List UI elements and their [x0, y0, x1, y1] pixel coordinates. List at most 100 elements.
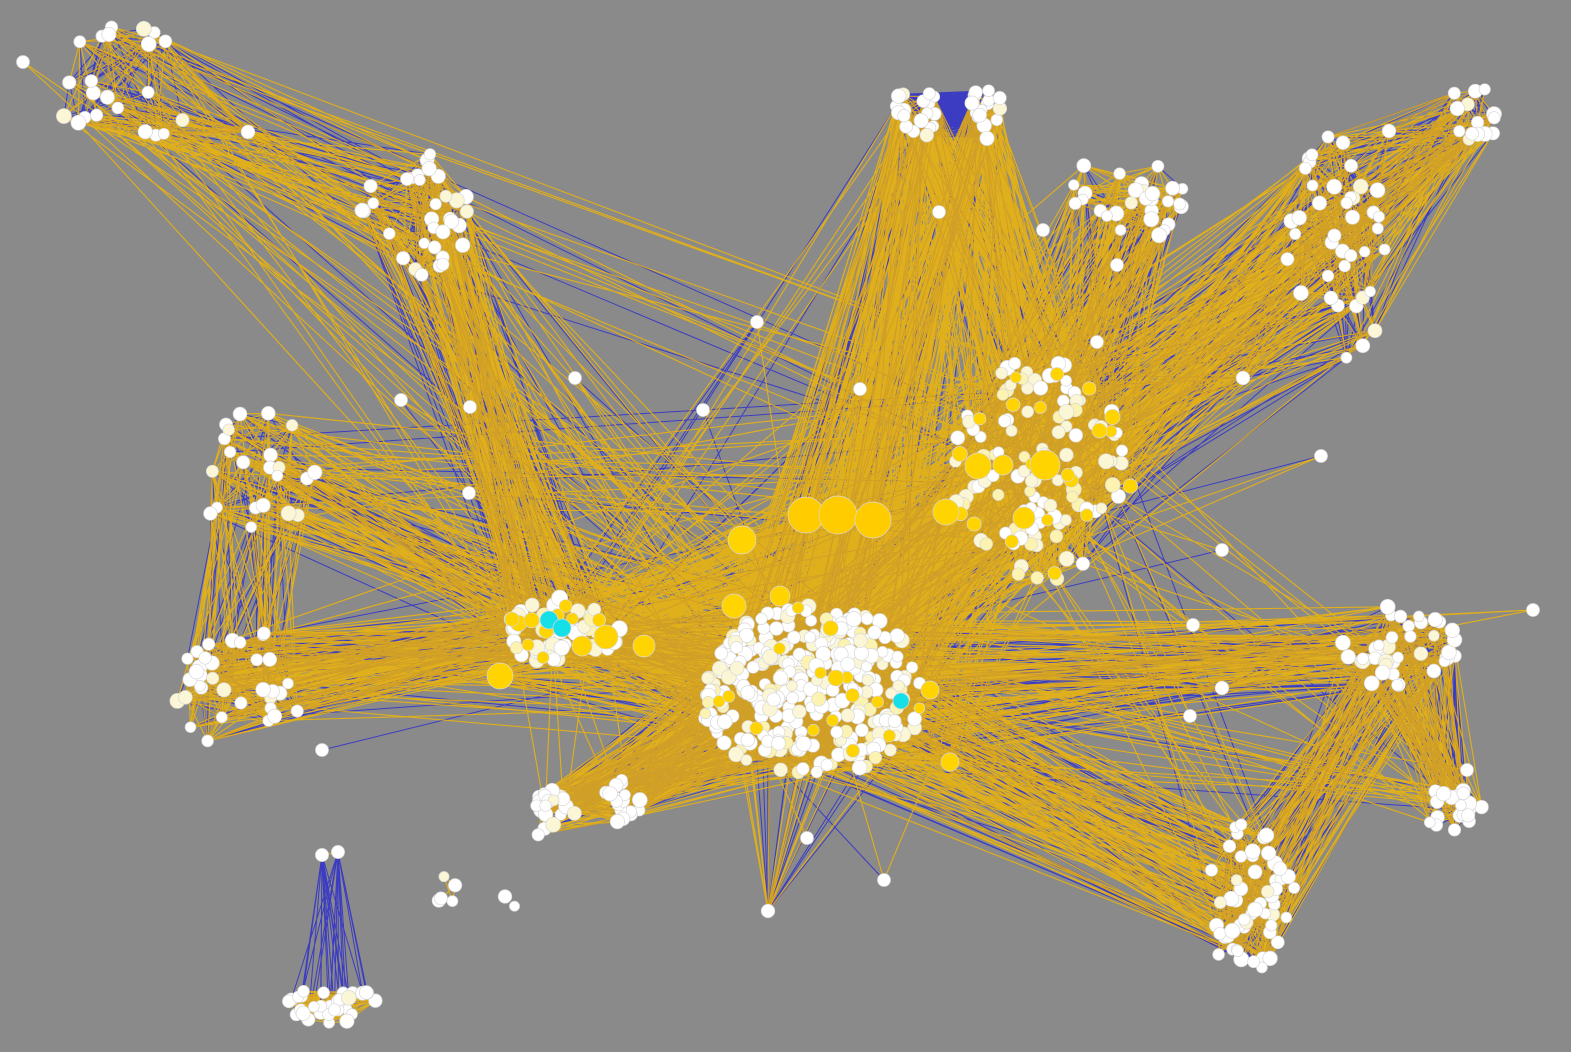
- graph-node[interactable]: [101, 27, 117, 42]
- graph-node[interactable]: [158, 34, 173, 49]
- graph-node[interactable]: [413, 173, 426, 186]
- graph-node[interactable]: [840, 656, 856, 672]
- graph-node[interactable]: [868, 751, 883, 765]
- graph-node[interactable]: [394, 393, 408, 407]
- graph-node-large-yellow[interactable]: [721, 593, 747, 619]
- graph-node[interactable]: [202, 637, 216, 651]
- graph-node[interactable]: [1030, 571, 1044, 585]
- graph-node[interactable]: [889, 628, 905, 644]
- graph-node[interactable]: [1059, 447, 1074, 463]
- graph-node[interactable]: [1453, 125, 1466, 138]
- graph-node[interactable]: [1392, 651, 1404, 664]
- graph-node[interactable]: [1363, 675, 1380, 692]
- graph-node[interactable]: [545, 816, 562, 833]
- graph-node[interactable]: [1047, 566, 1062, 581]
- graph-node[interactable]: [1165, 180, 1180, 196]
- graph-node[interactable]: [198, 651, 212, 665]
- graph-node[interactable]: [1413, 610, 1425, 623]
- graph-node[interactable]: [267, 708, 283, 724]
- graph-node[interactable]: [1060, 514, 1072, 526]
- graph-node[interactable]: [1034, 401, 1047, 414]
- graph-node[interactable]: [1076, 158, 1092, 173]
- graph-node[interactable]: [158, 127, 170, 140]
- graph-node-large-yellow[interactable]: [964, 452, 992, 480]
- graph-node[interactable]: [1101, 210, 1113, 222]
- graph-node[interactable]: [1060, 468, 1075, 482]
- graph-node[interactable]: [215, 711, 228, 724]
- graph-node[interactable]: [257, 626, 271, 641]
- graph-node[interactable]: [1213, 926, 1227, 941]
- graph-node[interactable]: [811, 691, 826, 707]
- graph-node[interactable]: [327, 1003, 341, 1017]
- graph-node[interactable]: [295, 1005, 311, 1021]
- graph-node[interactable]: [1402, 619, 1415, 633]
- graph-node[interactable]: [820, 758, 834, 772]
- graph-node[interactable]: [1050, 367, 1065, 382]
- graph-node[interactable]: [497, 889, 513, 904]
- graph-node[interactable]: [178, 690, 193, 705]
- graph-node[interactable]: [1043, 498, 1058, 513]
- graph-node[interactable]: [728, 746, 744, 763]
- graph-node[interactable]: [1478, 83, 1491, 96]
- graph-node[interactable]: [773, 762, 788, 777]
- graph-node[interactable]: [435, 224, 451, 240]
- graph-node[interactable]: [1456, 786, 1471, 801]
- graph-node[interactable]: [1338, 259, 1351, 273]
- graph-node[interactable]: [1173, 197, 1186, 211]
- graph-node[interactable]: [992, 488, 1005, 501]
- graph-node[interactable]: [1080, 508, 1094, 522]
- graph-node[interactable]: [860, 612, 874, 626]
- graph-node[interactable]: [524, 597, 540, 613]
- graph-node[interactable]: [188, 664, 205, 680]
- graph-node[interactable]: [415, 268, 429, 282]
- graph-node[interactable]: [521, 638, 535, 652]
- graph-node-large-yellow[interactable]: [1029, 449, 1061, 481]
- graph-node[interactable]: [1288, 881, 1301, 894]
- graph-node[interactable]: [1340, 351, 1353, 364]
- graph-node[interactable]: [99, 89, 115, 105]
- graph-node[interactable]: [396, 251, 411, 266]
- graph-node[interactable]: [509, 641, 524, 655]
- graph-node[interactable]: [696, 403, 710, 417]
- graph-node[interactable]: [427, 240, 442, 255]
- graph-node[interactable]: [308, 1001, 320, 1013]
- graph-node[interactable]: [1280, 911, 1293, 924]
- graph-node[interactable]: [867, 625, 882, 640]
- graph-node[interactable]: [285, 419, 299, 432]
- graph-node[interactable]: [193, 680, 206, 692]
- graph-node[interactable]: [16, 55, 30, 69]
- graph-node[interactable]: [509, 900, 520, 912]
- graph-node[interactable]: [1381, 123, 1397, 139]
- graph-node[interactable]: [568, 371, 582, 385]
- graph-node[interactable]: [786, 691, 799, 705]
- graph-node[interactable]: [1312, 195, 1327, 211]
- graph-node[interactable]: [1272, 861, 1288, 876]
- graph-node[interactable]: [1068, 196, 1082, 210]
- graph-node[interactable]: [111, 101, 125, 115]
- graph-node[interactable]: [224, 445, 237, 459]
- graph-node[interactable]: [566, 612, 579, 625]
- graph-node[interactable]: [1068, 428, 1084, 443]
- graph-node[interactable]: [1314, 449, 1328, 463]
- graph-node[interactable]: [1344, 158, 1358, 173]
- graph-node[interactable]: [175, 113, 190, 128]
- graph-node[interactable]: [826, 714, 839, 727]
- graph-node[interactable]: [1447, 86, 1461, 100]
- graph-node[interactable]: [840, 708, 855, 723]
- graph-node[interactable]: [769, 621, 784, 636]
- graph-node[interactable]: [1060, 374, 1072, 387]
- graph-node[interactable]: [973, 412, 987, 426]
- graph-node[interactable]: [462, 486, 476, 500]
- graph-node[interactable]: [762, 649, 778, 665]
- graph-node[interactable]: [1161, 195, 1175, 208]
- graph-node[interactable]: [439, 189, 453, 203]
- graph-node[interactable]: [885, 687, 897, 700]
- graph-node[interactable]: [255, 497, 271, 513]
- graph-node[interactable]: [922, 87, 936, 101]
- graph-node[interactable]: [1011, 567, 1025, 581]
- graph-node[interactable]: [1393, 609, 1408, 624]
- graph-node[interactable]: [421, 161, 437, 177]
- graph-node[interactable]: [853, 382, 867, 396]
- graph-node-large-yellow[interactable]: [818, 495, 858, 535]
